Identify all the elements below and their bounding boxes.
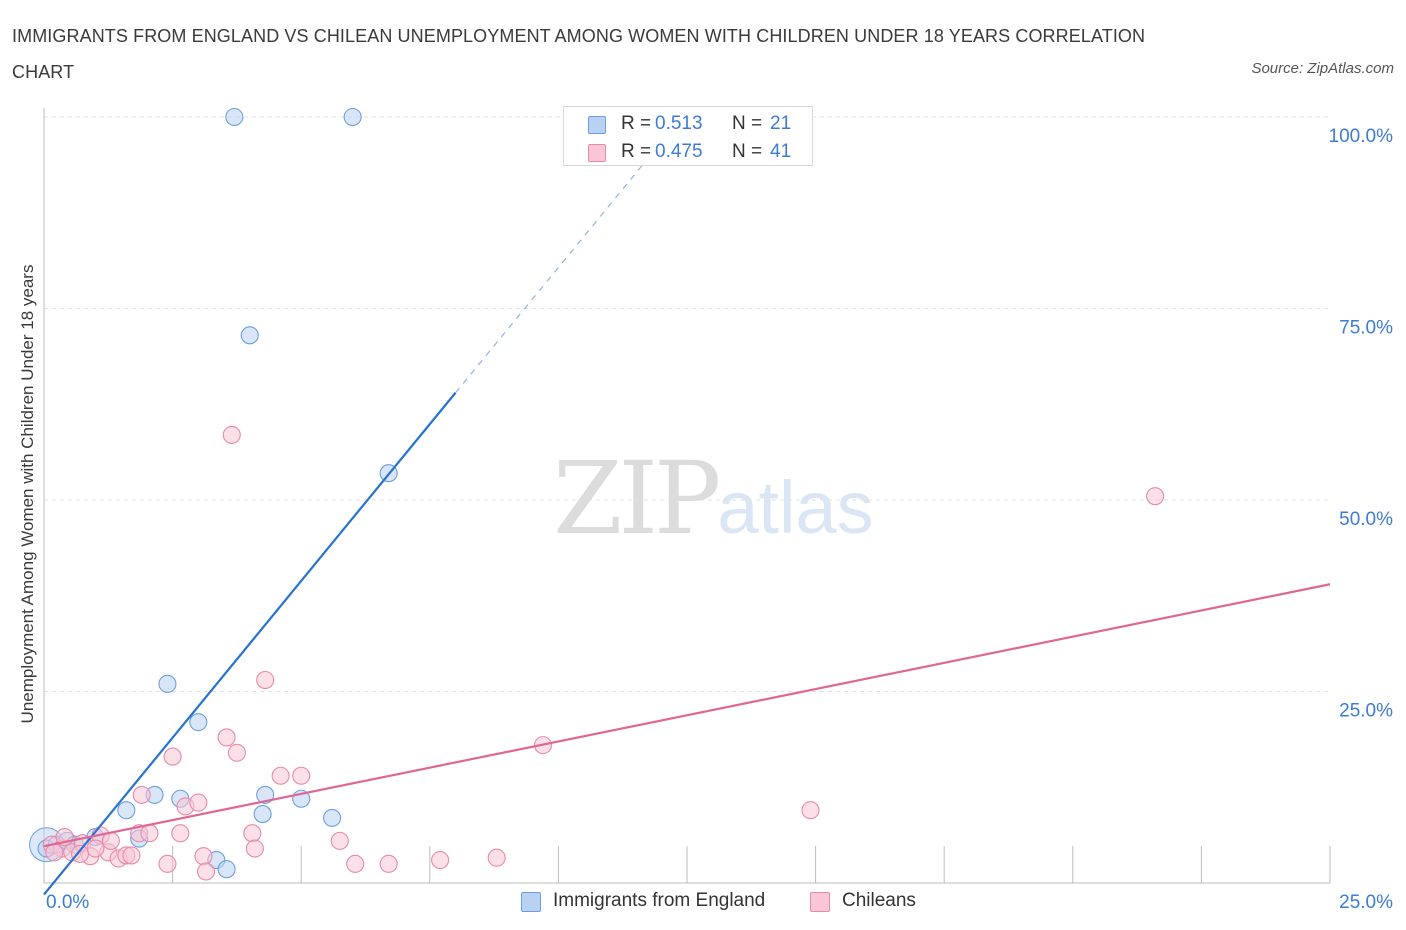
- england-point: [225, 107, 244, 127]
- chileans-point: [801, 801, 820, 820]
- chileans-point: [1146, 487, 1165, 506]
- chileans-point: [487, 848, 506, 867]
- watermark-atlas: atlas: [717, 466, 874, 549]
- chileans-point: [271, 766, 290, 785]
- chileans-point: [245, 839, 264, 858]
- chileans-point: [379, 854, 398, 873]
- chileans-point: [222, 425, 241, 444]
- n-label: N =: [732, 141, 763, 162]
- chileans-point: [256, 670, 275, 690]
- chileans-point: [70, 844, 90, 863]
- chileans-r-value: 0.475: [655, 141, 703, 162]
- england-trend-line: [43, 392, 457, 896]
- england-point: [323, 808, 342, 827]
- y-tick-label: 75.0%: [1339, 318, 1393, 339]
- chileans-point: [330, 831, 349, 850]
- chart-title: IMMIGRANTS FROM ENGLAND VS CHILEAN UNEMP…: [12, 26, 1146, 82]
- england-point: [189, 713, 208, 732]
- chileans-point: [196, 862, 216, 881]
- chileans-point: [171, 824, 190, 843]
- england-point: [343, 107, 362, 127]
- england-legend-label: Immigrants from England: [553, 890, 766, 911]
- england-point: [158, 674, 177, 693]
- england-point: [253, 805, 272, 824]
- y-tick-label: 25.0%: [1339, 701, 1393, 722]
- england-point: [256, 785, 275, 804]
- chileans-point: [163, 747, 182, 766]
- england-n-value: 21: [770, 113, 792, 134]
- chileans-trend-line: [43, 583, 1331, 848]
- n-label: N =: [732, 113, 763, 134]
- chileans-point: [194, 847, 213, 866]
- england-swatch: [588, 116, 606, 134]
- stats-legend: R = 0.513 N = 21 R = 0.475 N = 41: [563, 106, 813, 166]
- watermark-zip: ZIP: [553, 440, 721, 557]
- england-point: [240, 326, 259, 345]
- y-tick-label: 50.0%: [1339, 509, 1393, 530]
- chileans-legend-swatch: [810, 892, 830, 912]
- y-tick-label: 100.0%: [1329, 126, 1394, 147]
- chileans-point: [189, 793, 208, 812]
- x-tick-label: 25.0%: [1339, 892, 1393, 913]
- chileans-point: [158, 854, 177, 873]
- r-label: R =: [621, 113, 652, 134]
- chileans-point: [140, 824, 159, 843]
- england-r-value: 0.513: [655, 113, 703, 134]
- r-label: R =: [621, 141, 652, 162]
- chileans-n-value: 41: [770, 141, 792, 162]
- chileans-swatch: [588, 144, 606, 162]
- chileans-point: [292, 766, 311, 785]
- chileans-point: [227, 743, 246, 762]
- chileans-point: [243, 824, 262, 843]
- chileans-point: [122, 846, 141, 865]
- chileans-point: [346, 854, 365, 873]
- chileans-point: [431, 850, 450, 870]
- chileans-point: [132, 785, 151, 804]
- source-label: Source: ZipAtlas.com: [1251, 60, 1394, 77]
- watermark: ZIPatlas: [553, 440, 874, 557]
- x-tick-label: 0.0%: [46, 892, 89, 913]
- chileans-legend-label: Chileans: [842, 890, 916, 911]
- england-legend-swatch: [521, 892, 541, 912]
- chileans-point: [86, 839, 105, 858]
- chileans-point: [217, 728, 236, 747]
- england-point: [117, 801, 136, 820]
- england-point: [217, 860, 236, 879]
